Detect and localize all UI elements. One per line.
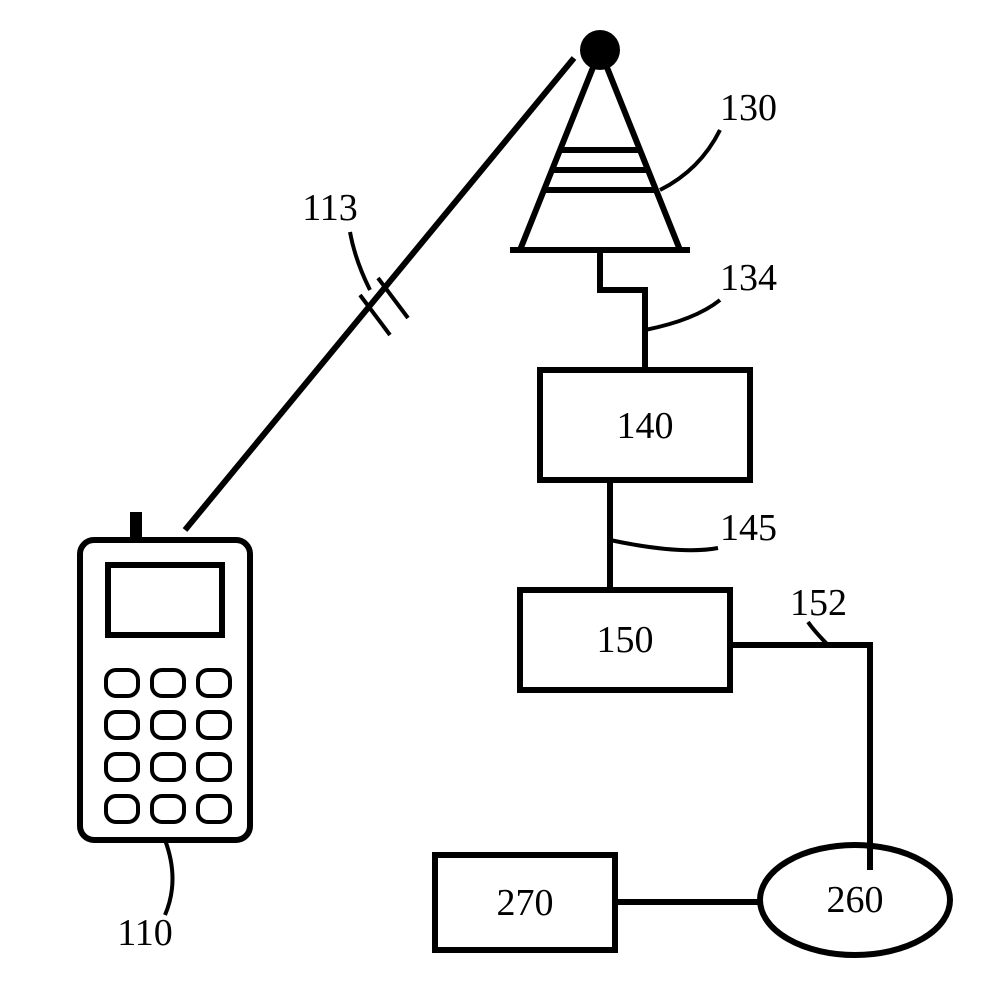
phone-key (152, 712, 184, 738)
label-113: 113 (302, 187, 358, 229)
phone-key (106, 754, 138, 780)
phone-screen (108, 565, 222, 635)
leader-145 (610, 540, 718, 550)
phone-key (198, 670, 230, 696)
label-270: 270 (497, 882, 554, 924)
link-150-260 (730, 645, 870, 870)
label-134: 134 (720, 257, 777, 299)
label-152: 152 (790, 582, 847, 624)
rf-link (185, 58, 574, 530)
leader-134 (645, 300, 720, 330)
tower (510, 30, 690, 250)
phone-key (106, 796, 138, 822)
phone-key (152, 796, 184, 822)
phone-key (198, 712, 230, 738)
phone-key (152, 754, 184, 780)
label-140: 140 (617, 405, 674, 447)
phone-key (198, 754, 230, 780)
phone-key (106, 712, 138, 738)
label-145: 145 (720, 507, 777, 549)
phone (80, 512, 250, 840)
rf-tick (378, 278, 408, 318)
leader-110 (165, 840, 173, 915)
phone-key (152, 670, 184, 696)
label-110: 110 (117, 912, 173, 954)
phone-key (106, 670, 138, 696)
link-130-140 (600, 250, 645, 370)
label-260: 260 (827, 879, 884, 921)
phone-key (198, 796, 230, 822)
leader-130 (660, 130, 720, 190)
leader-152 (808, 622, 828, 645)
label-130: 130 (720, 87, 777, 129)
label-150: 150 (597, 619, 654, 661)
leader-113 (350, 232, 370, 290)
phone-antenna (130, 512, 142, 540)
